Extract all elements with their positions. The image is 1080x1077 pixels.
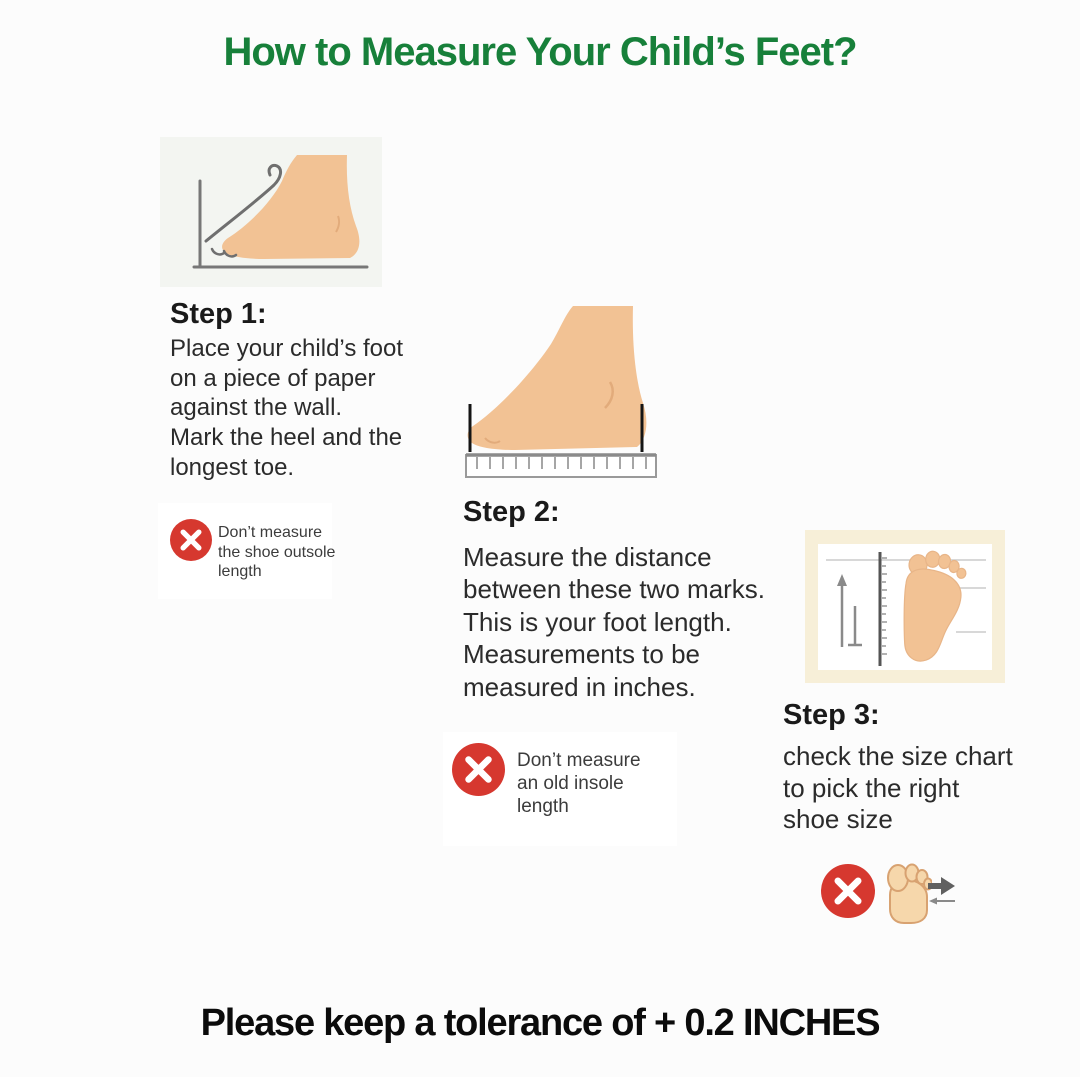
step-2-text: Measure the distance between these two m…	[463, 542, 766, 702]
step-3-heading: Step 3:	[783, 699, 880, 731]
page-title: How to Measure Your Child’s Feet?	[223, 30, 857, 74]
step-1-illustration-card	[160, 137, 382, 287]
foot-top-view-icon	[884, 861, 933, 924]
step-3-illustration-panel	[818, 544, 992, 670]
step-1-text-1: Place your child’s foot on a piece of pa…	[170, 335, 404, 421]
step-2-heading: Step 2:	[463, 496, 560, 528]
step-1-heading: Step 1:	[170, 298, 267, 330]
step-3-text: check the size chart to pick the right s…	[783, 741, 1013, 834]
step-2-warning-text: Don’t measure an old insole length	[517, 750, 641, 817]
step-1-warning-text: Don’t measure the shoe outsole length	[218, 524, 336, 580]
right-left-arrows-icon	[928, 875, 956, 907]
cross-icon	[452, 743, 505, 796]
footprint-ruler-icon	[826, 550, 986, 666]
step-2-illustration	[455, 300, 665, 480]
tolerance-note: Please keep a tolerance of + 0.2 INCHES	[200, 1002, 881, 1044]
step-3-illustration-card	[805, 530, 1005, 683]
foot-on-ruler-icon	[465, 306, 657, 478]
foot-against-wall-icon	[192, 155, 369, 269]
cross-icon	[170, 519, 212, 561]
cross-icon	[821, 864, 875, 918]
step-1-text-2: Mark the heel and the longest toe.	[170, 424, 403, 481]
